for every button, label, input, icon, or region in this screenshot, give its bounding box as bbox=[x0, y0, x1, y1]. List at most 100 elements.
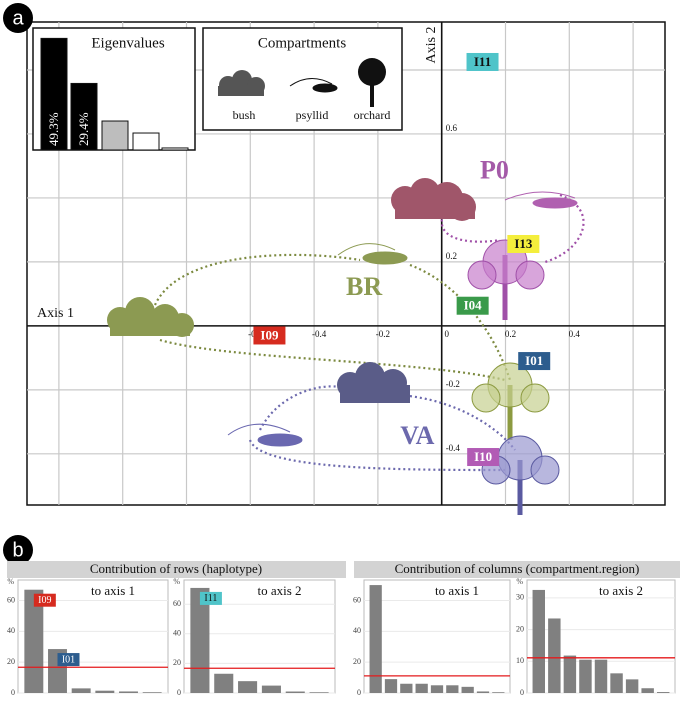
bar bbox=[190, 587, 210, 693]
y-tick-label: 60 bbox=[173, 599, 181, 608]
bar bbox=[492, 692, 505, 693]
bar bbox=[309, 692, 329, 693]
y-tick-label: 40 bbox=[7, 626, 15, 635]
panel-badge bbox=[3, 535, 33, 565]
region-label: BR bbox=[346, 272, 382, 301]
point-label: I09 bbox=[260, 327, 279, 342]
point-label: I04 bbox=[464, 298, 483, 313]
bar bbox=[285, 691, 305, 693]
legend-item: psyllid bbox=[296, 108, 329, 122]
bar bbox=[384, 679, 398, 693]
bar bbox=[461, 686, 474, 693]
x-tick-label: -0.4 bbox=[312, 329, 327, 339]
subtitle: to axis 1 bbox=[91, 583, 135, 598]
point-label: I01 bbox=[525, 353, 543, 368]
y-tick-label: 0 bbox=[11, 688, 15, 697]
panel-label: b bbox=[12, 539, 23, 561]
bar bbox=[95, 690, 115, 693]
bar bbox=[132, 132, 160, 151]
bar bbox=[369, 585, 382, 693]
x-axis-label: Axis 1 bbox=[37, 306, 74, 321]
point bbox=[507, 234, 540, 253]
y-tick-label: 60 bbox=[7, 595, 15, 604]
y-tick-label: 10 bbox=[516, 656, 524, 665]
group-header bbox=[354, 561, 680, 578]
bar bbox=[430, 685, 444, 693]
y-unit: % bbox=[7, 577, 14, 586]
y-tick-label: 40 bbox=[173, 629, 181, 638]
point bbox=[253, 326, 286, 345]
subtitle: to axis 2 bbox=[257, 583, 301, 598]
bar bbox=[476, 691, 490, 693]
bar bbox=[415, 683, 428, 693]
bar bbox=[238, 681, 258, 693]
group-title: Contribution of rows (haplotype) bbox=[90, 561, 262, 576]
subtitle: to axis 1 bbox=[435, 583, 479, 598]
bar bbox=[161, 147, 189, 151]
bar bbox=[548, 618, 561, 693]
point-label: I11 bbox=[474, 54, 491, 69]
y-axis-label: Axis 2 bbox=[424, 27, 439, 64]
x-tick-label: 0.2 bbox=[505, 329, 516, 339]
bar bbox=[40, 37, 68, 151]
y-tick-label: -0.4 bbox=[446, 443, 461, 453]
bar-label-bg bbox=[57, 653, 80, 667]
bar bbox=[563, 655, 577, 693]
eigen-bars: 49.3% 29.4% bbox=[40, 37, 189, 151]
bar-label: I01 bbox=[62, 654, 75, 665]
eigen-title: Eigenvalues bbox=[91, 35, 164, 51]
bar-label: I09 bbox=[38, 595, 51, 606]
point bbox=[466, 52, 499, 71]
subtitle: to axis 2 bbox=[599, 583, 643, 598]
group-title: Contribution of columns (compartment.reg… bbox=[395, 561, 640, 576]
x-tick-label: -0.2 bbox=[376, 329, 390, 339]
bar bbox=[594, 659, 608, 693]
bar-charts: 0 20 40 60% I09 I01 to axis 1 0 20 40 60% I11 to axi… bbox=[7, 577, 676, 697]
y-tick-label: 60 bbox=[353, 595, 361, 604]
y-tick-label: 20 bbox=[516, 624, 524, 633]
value-label: 29.4% bbox=[76, 112, 91, 146]
legend-icons bbox=[218, 58, 386, 107]
point bbox=[467, 448, 500, 467]
y-tick-label: -0.2 bbox=[446, 379, 460, 389]
y-tick-label: 40 bbox=[353, 626, 361, 635]
panel-badge bbox=[3, 3, 33, 33]
bar bbox=[119, 691, 138, 693]
y-tick-label: 0.2 bbox=[446, 251, 457, 261]
panel-label: a bbox=[12, 7, 24, 29]
bar-label-bg bbox=[199, 591, 222, 605]
value-label: 49.3% bbox=[46, 112, 61, 146]
point bbox=[456, 296, 489, 315]
x-tick-label: 0.4 bbox=[569, 329, 581, 339]
bar bbox=[400, 683, 413, 693]
y-tick-label: 0 bbox=[520, 688, 524, 697]
bar bbox=[446, 685, 459, 693]
y-tick-label: 0.6 bbox=[446, 123, 458, 133]
y-unit: % bbox=[516, 577, 523, 586]
bar bbox=[657, 692, 670, 693]
y-tick-label: 30 bbox=[516, 593, 524, 602]
legend-title: Compartments bbox=[258, 35, 346, 51]
y-tick-label: 20 bbox=[173, 658, 181, 667]
bar-label: I11 bbox=[204, 593, 217, 604]
bar bbox=[532, 589, 545, 693]
bar bbox=[101, 120, 129, 151]
region-label: VA bbox=[400, 421, 434, 450]
bar bbox=[261, 685, 281, 693]
y-tick-label: 20 bbox=[353, 657, 361, 666]
y-tick-label: 20 bbox=[7, 657, 15, 666]
bar bbox=[214, 673, 234, 693]
bar-label-bg bbox=[33, 593, 56, 607]
legend-item: bush bbox=[233, 108, 256, 122]
points: P0 BR VA I11 I13 I04 I09 I01 I10 bbox=[253, 52, 551, 467]
icons bbox=[107, 178, 578, 515]
bar bbox=[625, 679, 639, 693]
x-tick-label: 0 bbox=[444, 329, 449, 339]
region-label: P0 bbox=[480, 155, 509, 184]
legend-item: orchard bbox=[354, 108, 391, 122]
y-unit: % bbox=[173, 577, 180, 586]
bar bbox=[579, 659, 592, 693]
bar bbox=[641, 688, 654, 693]
bar bbox=[610, 673, 623, 693]
